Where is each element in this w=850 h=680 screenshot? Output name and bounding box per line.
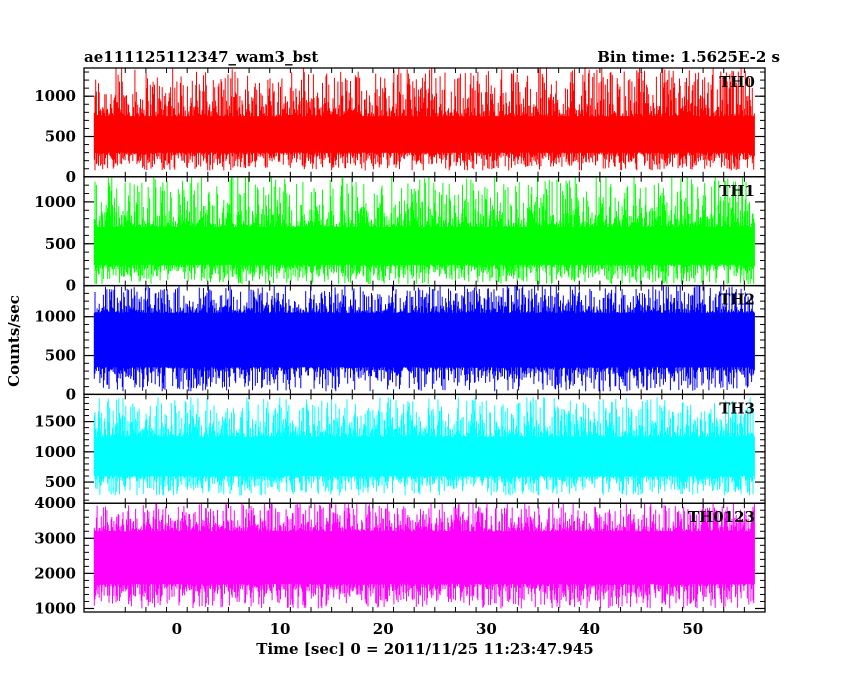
panel-frame — [83, 502, 766, 613]
x-axis-title: Time [sec] 0 = 2011/11/25 11:23:47.945 — [256, 640, 593, 658]
x-tick-label: 30 — [476, 620, 497, 638]
y-tick-label: 0 — [66, 168, 76, 186]
y-tick-label: 1000 — [34, 308, 76, 326]
series-th2-trace — [93, 285, 755, 392]
panel-th0123: 1000 2000 3000 4000 TH0123 — [34, 494, 766, 617]
x-tick-label: 10 — [270, 620, 291, 638]
panel-label-th0: TH0 — [719, 73, 755, 91]
x-tick-label: 20 — [373, 620, 394, 638]
panel-label-th2: TH2 — [719, 291, 755, 309]
x-tick-label: 0 — [172, 620, 182, 638]
y-tick-label: 1500 — [34, 413, 76, 431]
y-tick-label: 2000 — [34, 564, 76, 582]
x-tick-label: 50 — [682, 620, 703, 638]
y-tick-label: 3000 — [34, 529, 76, 547]
y-tick-label: 1000 — [34, 193, 76, 211]
series-th0-trace — [93, 68, 755, 171]
panel-stack: 0 500 1000 TH0 0 500 1000 TH1 0 500 1000 TH2 500 1000… — [34, 67, 766, 617]
panel-label-th3: TH3 — [719, 399, 755, 417]
y-tick-label: 500 — [45, 347, 76, 365]
panel-label-th1: TH1 — [719, 182, 755, 200]
panel-th0: 0 500 1000 TH0 — [34, 67, 766, 186]
series-th3-trace — [93, 397, 755, 496]
y-tick-label: 500 — [45, 235, 76, 253]
panel-th1: 0 500 1000 TH1 — [34, 176, 766, 295]
series-th0123-trace — [93, 503, 755, 609]
panel-th3: 500 1000 1500 TH3 — [34, 393, 766, 504]
bin-time-label: Bin time: 1.5625E-2 s — [597, 48, 780, 66]
y-tick-label: 500 — [45, 473, 76, 491]
y-tick-label: 4000 — [34, 494, 76, 512]
y-tick-label: 1000 — [34, 443, 76, 461]
y-tick-label: 0 — [66, 277, 76, 295]
x-tick-label: 40 — [579, 620, 600, 638]
y-tick-label: 1000 — [34, 87, 76, 105]
y-tick-label: 0 — [66, 385, 76, 403]
panel-label-th0123: TH0123 — [688, 508, 755, 526]
x-axis: 0 10 20 30 40 50 — [172, 620, 704, 638]
series-th1-trace — [93, 176, 755, 284]
y-tick-label: 1000 — [34, 599, 76, 617]
y-tick-label: 500 — [45, 128, 76, 146]
y-axis-title: Counts/sec — [5, 295, 23, 387]
panel-th2: 0 500 1000 TH2 — [34, 284, 766, 403]
chart-title: ae111125112347_wam3_bst — [84, 48, 318, 66]
